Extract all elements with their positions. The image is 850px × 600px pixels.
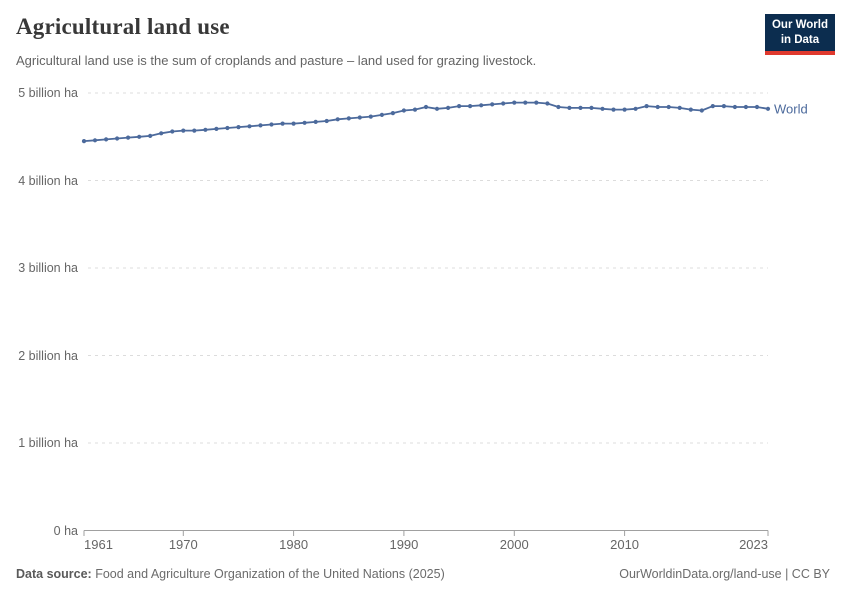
y-axis-tick-label: 2 billion ha bbox=[18, 348, 78, 363]
x-axis-tick-label: 2023 bbox=[739, 537, 768, 552]
x-axis-tick-label: 2000 bbox=[499, 537, 529, 552]
data-source-label: Data source: bbox=[16, 567, 92, 581]
x-axis-tick-label: 1961 bbox=[84, 537, 113, 552]
x-axis-tick-label: 1980 bbox=[279, 537, 309, 552]
logo-accent-bar bbox=[764, 50, 835, 55]
data-source-note: Data source: Food and Agriculture Organi… bbox=[16, 567, 445, 581]
x-axis-tick-label: 1990 bbox=[389, 537, 419, 552]
y-axis-tick-label: 5 billion ha bbox=[18, 86, 78, 100]
y-axis-tick-label: 1 billion ha bbox=[18, 436, 78, 450]
logo-text-line2: in Data bbox=[780, 33, 820, 46]
owid-logo[interactable]: Our World in Data bbox=[764, 14, 835, 55]
footer-link[interactable]: OurWorldinData.org/land-use | CC BY bbox=[619, 567, 830, 581]
x-axis-tick-label: 1970 bbox=[168, 537, 198, 552]
y-axis-tick-label: 0 ha bbox=[53, 523, 78, 538]
series-label-world[interactable]: World bbox=[774, 101, 808, 117]
y-axis-tick-label: 4 billion ha bbox=[18, 173, 78, 188]
data-source-text: Food and Agriculture Organization of the… bbox=[95, 567, 445, 581]
x-axis-tick-label: 2010 bbox=[610, 537, 640, 552]
logo-text-line1: Our World bbox=[771, 19, 828, 31]
y-axis-tick-label: 3 billion ha bbox=[18, 261, 78, 275]
chart-title: Agricultural land use bbox=[16, 14, 230, 39]
chart-subtitle: Agricultural land use is the sum of crop… bbox=[16, 53, 537, 68]
chart-footer: Data source: Food and Agriculture Organi… bbox=[16, 567, 830, 581]
